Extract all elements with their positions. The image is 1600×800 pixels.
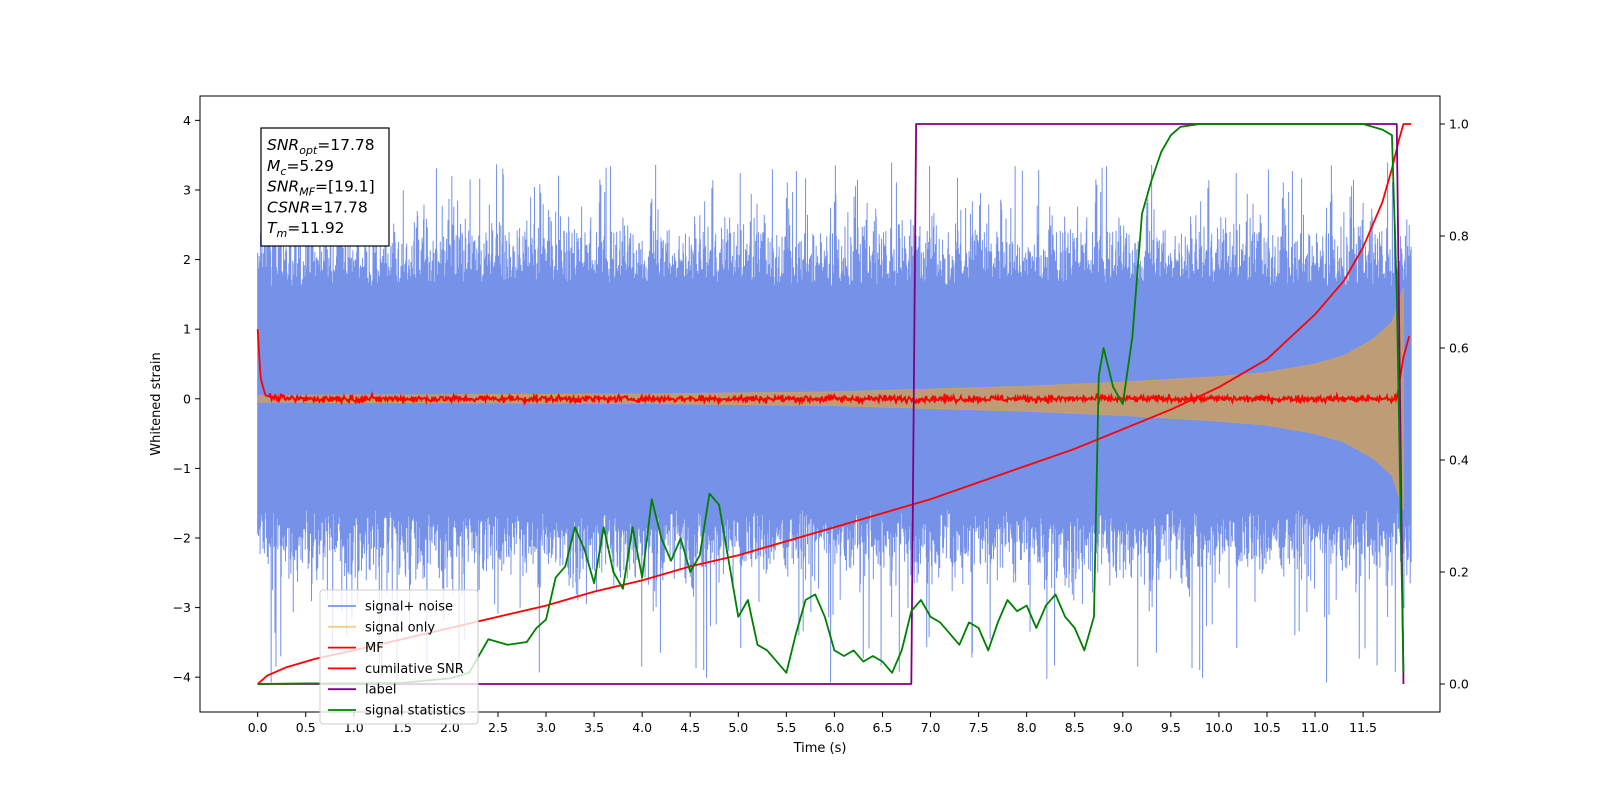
info-value: =[19.1]: [315, 178, 375, 196]
info-value: =17.78: [317, 136, 374, 154]
y2-tick-label: 1.0: [1449, 117, 1469, 132]
y-tick-label: −1: [173, 461, 191, 476]
info-subscript: c: [280, 165, 286, 178]
y2-tick-label: 0.0: [1449, 677, 1469, 692]
legend-label: cumilative SNR: [365, 662, 464, 677]
x-tick-label: 10.5: [1253, 720, 1281, 735]
info-line: SNRopt=17.78: [267, 136, 375, 157]
info-symbol: CSNR: [267, 198, 310, 216]
x-tick-label: 6.5: [873, 720, 893, 735]
x-tick-label: 3.0: [536, 720, 556, 735]
x-tick-label: 6.0: [824, 720, 844, 735]
legend-label: signal+ noise: [365, 600, 453, 615]
x-tick-label: 3.5: [584, 720, 604, 735]
y-tick-label: −2: [173, 530, 191, 545]
series-mf: [256, 329, 1411, 407]
legend-label: MF: [365, 641, 384, 656]
legend: signal+ noise signal only MF cumilative SNR…: [319, 589, 479, 725]
y-tick-label: 3: [183, 182, 191, 197]
series-label: [257, 123, 1405, 685]
info-line: Mc=5.29: [267, 157, 334, 178]
y-tick-label: −3: [173, 600, 191, 615]
y2-tick-label: 0.6: [1449, 341, 1469, 356]
x-tick-label: 10.0: [1205, 720, 1233, 735]
y-axis-label: Whitened strain: [149, 352, 164, 455]
x-tick-label: 11.5: [1349, 720, 1377, 735]
x-tick-label: 8.5: [1065, 720, 1085, 735]
info-subscript: MF: [299, 186, 315, 199]
y-tick-label: 4: [183, 113, 191, 128]
info-line: SNRMF=[19.1]: [267, 178, 375, 199]
y-tick-label: 1: [183, 322, 191, 337]
info-value: =11.92: [287, 219, 344, 237]
y2-tick-label: 0.8: [1449, 229, 1469, 244]
x-tick-label: 0.5: [296, 720, 316, 735]
y-tick-label: −4: [173, 670, 191, 685]
y2-tick-label: 0.4: [1449, 453, 1469, 468]
x-tick-label: 4.0: [632, 720, 652, 735]
legend-label: label: [365, 683, 396, 698]
info-value: =5.29: [286, 157, 334, 175]
y-tick-label: 0: [183, 391, 191, 406]
info-subscript: opt: [299, 144, 318, 157]
series-signal-statistics: [257, 123, 1405, 685]
x-tick-label: 0.0: [248, 720, 268, 735]
info-symbol: M: [267, 157, 280, 175]
x-tick-label: 11.0: [1301, 720, 1329, 735]
series-signal-noise: [257, 162, 1412, 683]
info-box-frame: [260, 127, 390, 247]
info-line: CSNR=17.78: [267, 198, 368, 216]
axes-ticks: 0.0 0.5 1.0 1.5 2.0 2.5 3.0 3.5 4.0 4.5 5.0 5.5 6.0 6…: [173, 113, 1469, 735]
x-tick-label: 2.5: [488, 720, 508, 735]
info-value: =17.78: [310, 198, 367, 216]
x-tick-label: 7.0: [921, 720, 941, 735]
x-tick-label: 4.5: [680, 720, 700, 735]
x-tick-label: 9.5: [1161, 720, 1181, 735]
x-tick-label: 5.5: [776, 720, 796, 735]
x-tick-label: 9.0: [1113, 720, 1133, 735]
x-tick-label: 7.5: [969, 720, 989, 735]
y2-tick-label: 0.2: [1449, 565, 1469, 580]
info-line: Tm=11.92: [267, 219, 345, 240]
info-symbol: SNR: [267, 178, 299, 196]
info-symbol: SNR: [267, 136, 299, 154]
legend-frame: [319, 589, 479, 725]
legend-label: signal only: [365, 620, 435, 635]
x-tick-label: 5.0: [728, 720, 748, 735]
info-subscript: m: [276, 227, 287, 240]
x-tick-label: 8.0: [1017, 720, 1037, 735]
legend-label: signal statistics: [365, 704, 466, 719]
info-box: SNRopt=17.78Mc=5.29SNRMF=[19.1]CSNR=17.7…: [260, 127, 390, 247]
x-axis-label: Time (s): [793, 741, 847, 756]
plot-series-layer: [256, 123, 1412, 685]
plot-frame: [199, 95, 1441, 713]
y-tick-label: 2: [183, 252, 191, 267]
info-symbol: T: [267, 219, 278, 237]
